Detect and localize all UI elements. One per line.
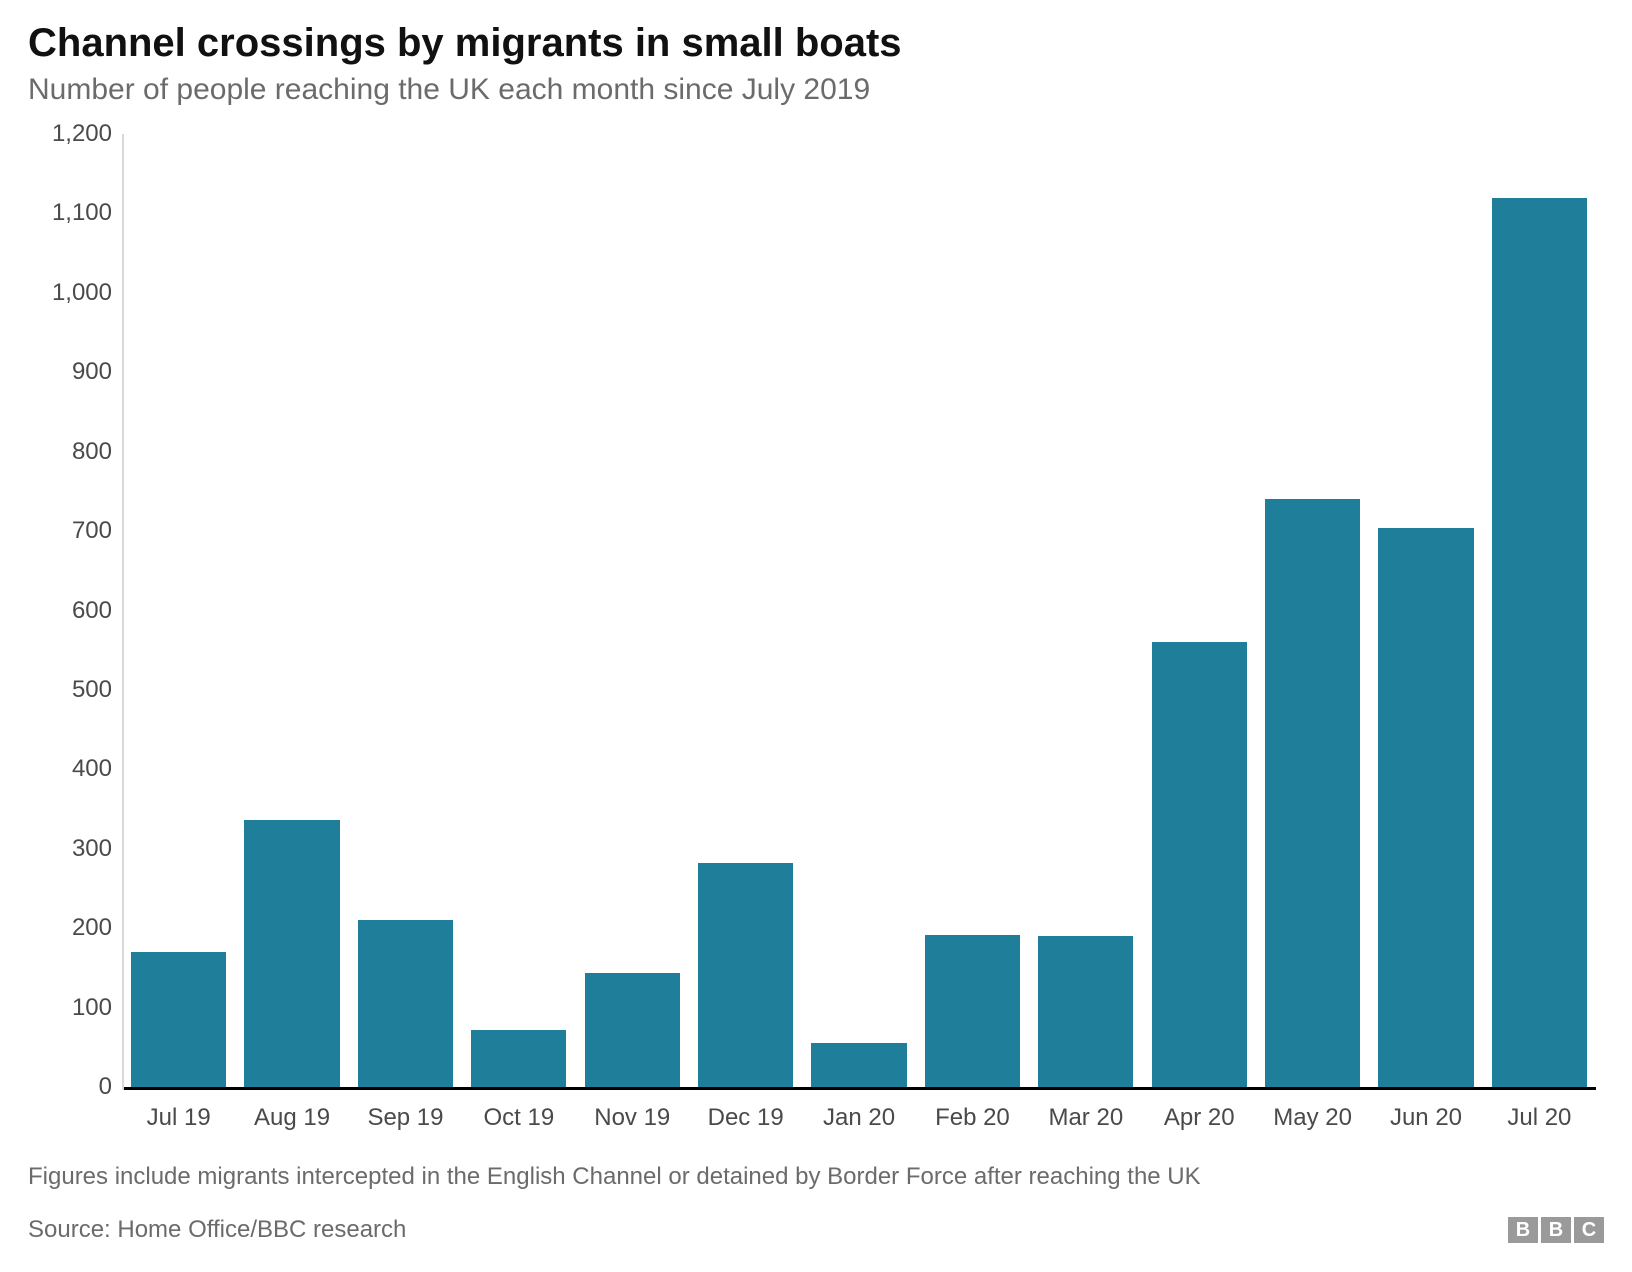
bar-slot <box>462 134 575 1087</box>
y-tick-label: 200 <box>72 914 122 942</box>
x-tick-label: Aug 19 <box>235 1090 348 1132</box>
x-tick-label: Jul 19 <box>122 1090 235 1132</box>
x-tick-label: Nov 19 <box>576 1090 689 1132</box>
bar <box>358 920 453 1087</box>
bar-slot <box>1029 134 1142 1087</box>
y-tick-label: 1,000 <box>52 279 122 307</box>
y-tick-label: 1,100 <box>52 199 122 227</box>
y-tick-label: 300 <box>72 835 122 863</box>
x-tick-label: Apr 20 <box>1143 1090 1256 1132</box>
bar <box>925 935 1020 1087</box>
bar-slot <box>576 134 689 1087</box>
x-tick-label: Feb 20 <box>916 1090 1029 1132</box>
chart-footnote: Figures include migrants intercepted in … <box>28 1162 1604 1192</box>
y-tick-label: 100 <box>72 994 122 1022</box>
x-tick-label: Mar 20 <box>1029 1090 1142 1132</box>
y-tick-label: 900 <box>72 358 122 386</box>
x-tick-label: Sep 19 <box>349 1090 462 1132</box>
x-tick-label: Jun 20 <box>1369 1090 1482 1132</box>
bar <box>1492 198 1587 1087</box>
bars-group <box>122 134 1596 1087</box>
y-tick-label: 1,200 <box>52 120 122 148</box>
bar-slot <box>1256 134 1369 1087</box>
bar-slot <box>802 134 915 1087</box>
bar-slot <box>122 134 235 1087</box>
bar <box>1265 499 1360 1087</box>
y-tick-label: 700 <box>72 517 122 545</box>
bbc-logo: BBC <box>1508 1217 1604 1243</box>
plot-area: 01002003004005006007008009001,0001,1001,… <box>122 134 1596 1090</box>
bar <box>698 863 793 1087</box>
bar-slot <box>1143 134 1256 1087</box>
x-axis-labels: Jul 19Aug 19Sep 19Oct 19Nov 19Dec 19Jan … <box>122 1090 1596 1132</box>
bar <box>1378 528 1473 1087</box>
bar-slot <box>689 134 802 1087</box>
x-tick-label: May 20 <box>1256 1090 1369 1132</box>
chart-source: Source: Home Office/BBC research <box>28 1216 406 1244</box>
bar-slot <box>1369 134 1482 1087</box>
bar <box>471 1030 566 1087</box>
bar <box>811 1043 906 1087</box>
bar <box>1152 642 1247 1087</box>
chart-area: 01002003004005006007008009001,0001,1001,… <box>28 134 1604 1132</box>
x-tick-label: Jan 20 <box>802 1090 915 1132</box>
bbc-logo-block: B <box>1541 1217 1571 1243</box>
chart-container: Channel crossings by migrants in small b… <box>0 0 1632 1272</box>
bar <box>585 973 680 1087</box>
y-tick-label: 600 <box>72 597 122 625</box>
chart-footer: Source: Home Office/BBC research BBC <box>28 1216 1604 1244</box>
bar <box>131 952 226 1087</box>
bar-slot <box>235 134 348 1087</box>
x-tick-label: Jul 20 <box>1483 1090 1596 1132</box>
bar-slot <box>349 134 462 1087</box>
bar-slot <box>1483 134 1596 1087</box>
y-tick-label: 0 <box>99 1073 122 1101</box>
chart-title: Channel crossings by migrants in small b… <box>28 20 1604 66</box>
bbc-logo-block: B <box>1508 1217 1538 1243</box>
bbc-logo-block: C <box>1574 1217 1604 1243</box>
bar <box>1038 936 1133 1087</box>
y-tick-label: 500 <box>72 676 122 704</box>
x-tick-label: Oct 19 <box>462 1090 575 1132</box>
chart-subtitle: Number of people reaching the UK each mo… <box>28 72 1604 108</box>
bar-slot <box>916 134 1029 1087</box>
bar <box>244 820 339 1087</box>
x-tick-label: Dec 19 <box>689 1090 802 1132</box>
y-tick-label: 400 <box>72 755 122 783</box>
y-tick-label: 800 <box>72 438 122 466</box>
